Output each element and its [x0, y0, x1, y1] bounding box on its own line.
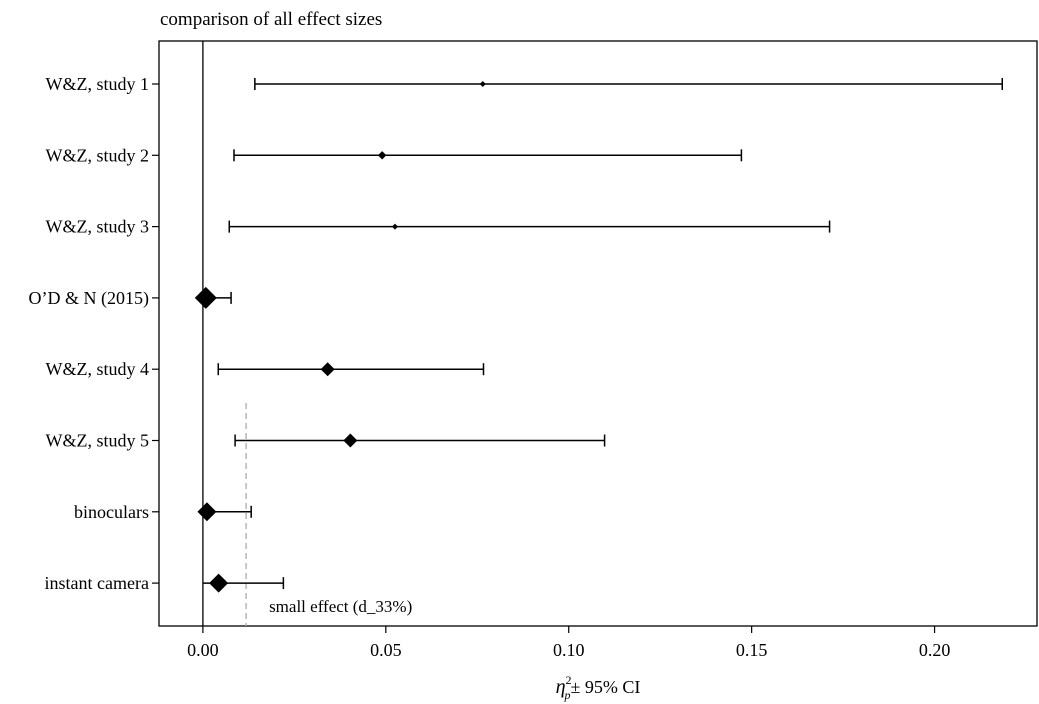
x-axis-label-text: ± 95% CI [571, 677, 641, 697]
chart-title: comparison of all effect sizes [160, 9, 382, 30]
category-label: W&Z, study 1 [46, 74, 150, 94]
x-tick-label: 0.10 [553, 640, 585, 660]
x-axis-superscript: 2 [566, 673, 572, 687]
category-label: O’D & N (2015) [29, 288, 149, 309]
estimate-marker [391, 223, 398, 230]
x-axis-label: η2 p± 95% CI [556, 673, 641, 702]
category-label: W&Z, study 5 [46, 431, 150, 451]
estimate-marker [377, 151, 387, 160]
plot-frame [158, 40, 1038, 627]
small-effect-label: small effect (d_33%) [269, 597, 412, 616]
x-axis-symbol: η [556, 676, 566, 698]
estimate-marker [197, 502, 217, 522]
estimate-marker [479, 81, 486, 87]
x-tick-label: 0.00 [187, 640, 219, 660]
category-label: binoculars [74, 502, 149, 522]
x-tick-label: 0.15 [736, 640, 768, 660]
estimate-marker [209, 573, 229, 593]
estimate-marker [194, 286, 217, 309]
estimate-marker [320, 362, 335, 377]
x-axis-subscript: p [564, 688, 571, 702]
x-tick-label: 0.20 [919, 640, 951, 660]
category-label: instant camera [45, 573, 149, 593]
x-tick-label: 0.05 [370, 640, 402, 660]
category-label: W&Z, study 4 [46, 359, 150, 379]
category-label: W&Z, study 2 [46, 145, 150, 165]
category-label: W&Z, study 3 [46, 217, 150, 237]
estimate-marker [343, 433, 358, 448]
